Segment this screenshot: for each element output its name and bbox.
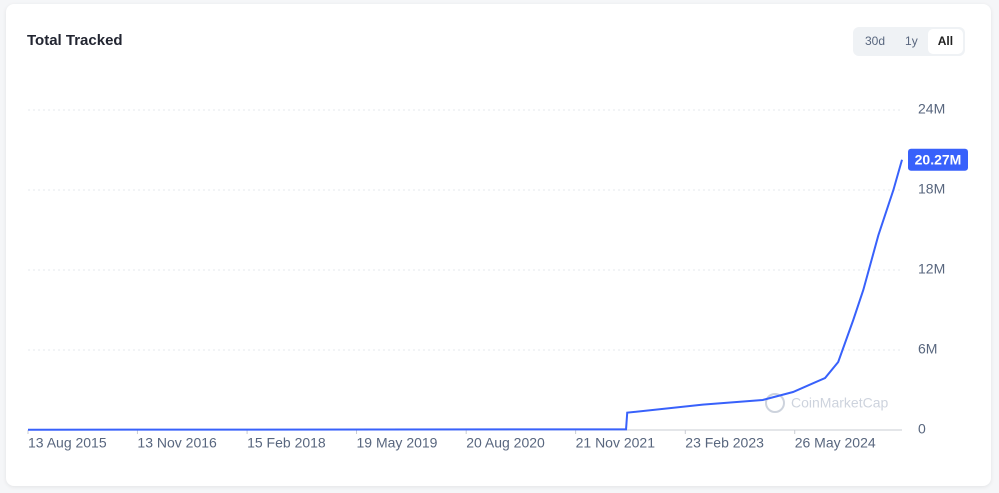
watermark-text: CoinMarketCap [791,395,888,411]
watermark-icon [765,393,785,413]
y-tick-label: 24M [918,101,945,117]
range-buttons: 30d 1y All [853,27,966,56]
y-tick-label: 12M [918,261,945,277]
range-button[interactable]: 30d [865,34,886,48]
x-tick-label: 19 May 2019 [357,435,438,451]
y-tick-label: 6M [918,341,937,357]
x-tick-label: 21 Nov 2021 [576,435,656,451]
value-label-box [908,148,968,171]
card [6,4,991,486]
chart-title: Total Tracked [27,32,123,49]
range-button[interactable]: 1y [905,34,918,48]
y-tick-label: 18M [918,181,945,197]
x-tick-label: 26 May 2024 [795,435,876,451]
x-tick-label: 15 Feb 2018 [247,435,326,451]
value-label-text: 20.27M [915,151,962,167]
x-tick-label: 13 Nov 2016 [137,435,217,451]
line [27,159,903,431]
x-tick-label: 20 Aug 2020 [466,435,545,451]
x-tick-label: 13 Aug 2015 [28,435,107,451]
x-tick-label: 23 Feb 2023 [685,435,764,451]
range-button[interactable]: All [927,29,964,54]
watermark: CoinMarketCap [765,393,888,413]
value-label: 20.27M [908,148,968,171]
y-tick-label: 0 [918,421,926,437]
